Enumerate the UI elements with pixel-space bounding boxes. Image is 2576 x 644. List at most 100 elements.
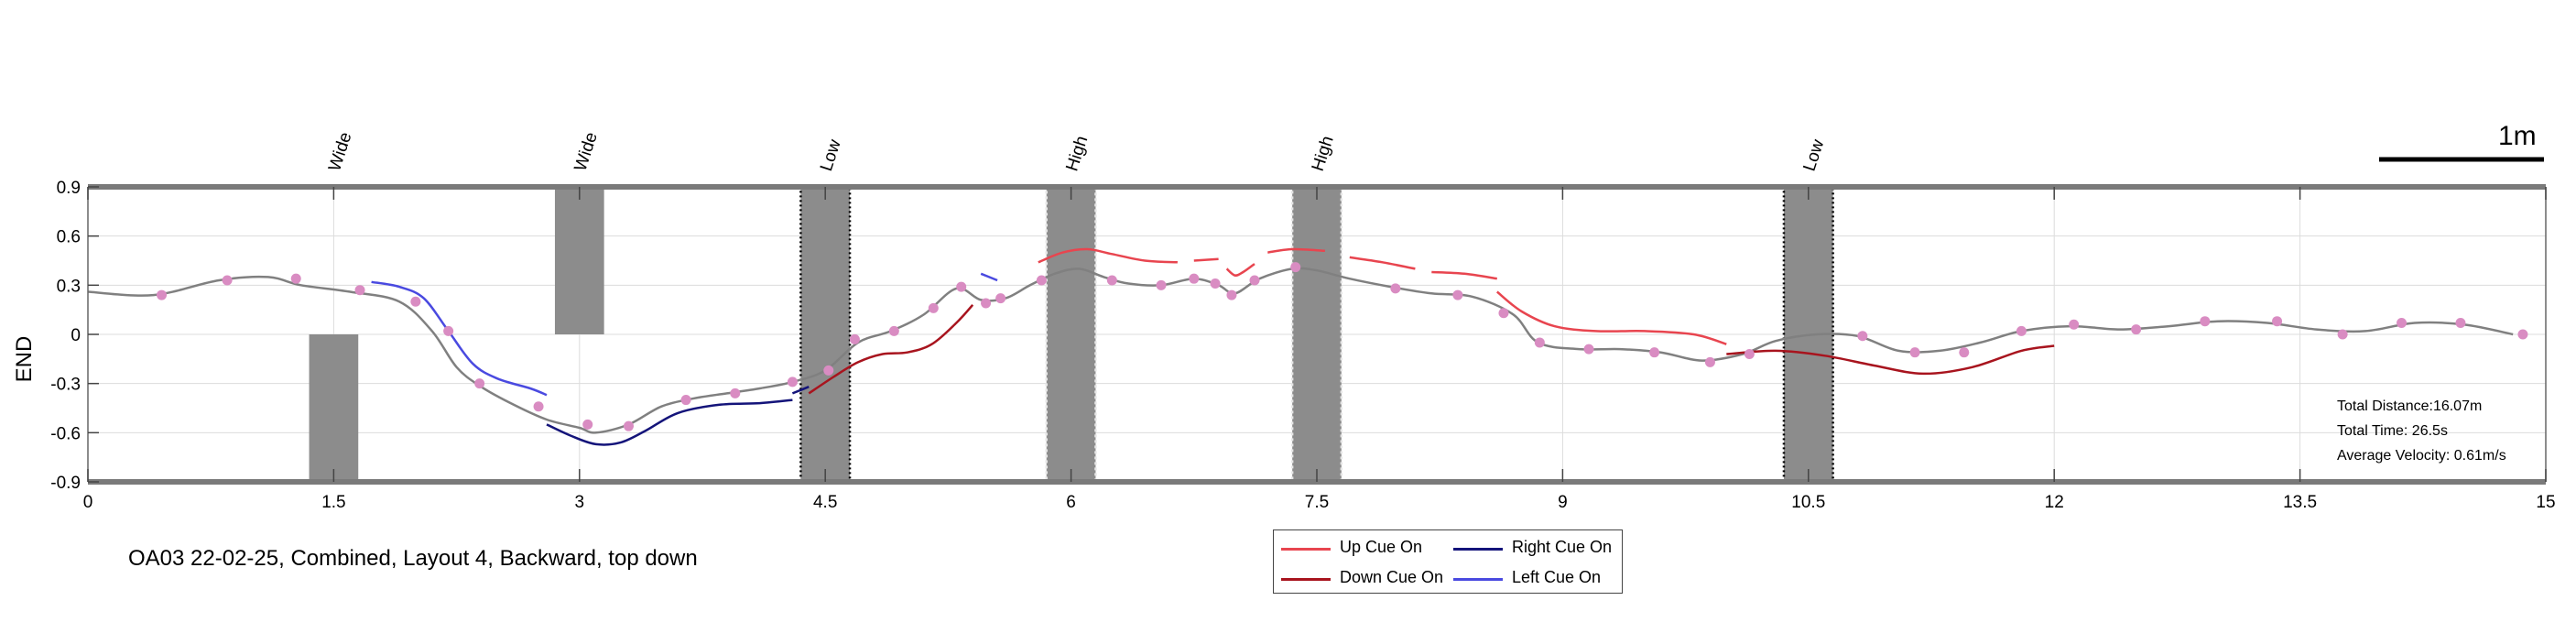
x-tick-label: 9 bbox=[1558, 493, 1568, 512]
marker-point bbox=[1210, 278, 1221, 289]
marker-point bbox=[849, 333, 860, 344]
marker-point bbox=[730, 387, 741, 398]
x-tick-label: 4.5 bbox=[813, 493, 837, 512]
legend-swatch-down bbox=[1281, 578, 1331, 581]
marker-point bbox=[410, 296, 421, 307]
series-line-down-cue-on-1 bbox=[808, 303, 974, 395]
marker-point bbox=[157, 289, 168, 300]
marker-point bbox=[533, 401, 544, 412]
marker-point bbox=[1249, 275, 1260, 286]
y-tick-label: 0.6 bbox=[57, 228, 81, 247]
y-tick-label: -0.3 bbox=[50, 376, 81, 395]
legend-label-right: Right Cue On bbox=[1512, 538, 1613, 556]
marker-point bbox=[787, 377, 798, 387]
figure-caption: OA03 22-02-25, Combined, Layout 4, Backw… bbox=[128, 546, 698, 571]
marker-point bbox=[222, 275, 233, 286]
y-tick-label: -0.6 bbox=[50, 424, 81, 443]
trajectory-markers bbox=[157, 262, 2528, 431]
obstacles bbox=[309, 185, 1834, 484]
y-tick-label: 0.3 bbox=[57, 277, 81, 296]
x-tick-labels: 0 1.5 3 4.5 6 7.5 9 10.5 12 13.5 15 bbox=[83, 493, 2556, 512]
legend: Up Cue On Right Cue On Down Cue On Left … bbox=[1273, 529, 1623, 594]
x-tick-label: 0 bbox=[83, 493, 93, 512]
legend-swatch-up bbox=[1281, 548, 1331, 551]
legend-swatch-left bbox=[1453, 578, 1503, 581]
marker-point bbox=[2069, 319, 2080, 330]
marker-point bbox=[680, 395, 691, 406]
series-line-left-cue-on-2 bbox=[980, 272, 998, 282]
marker-point bbox=[1649, 347, 1660, 358]
x-tick-label: 15 bbox=[2536, 493, 2555, 512]
marker-point bbox=[1857, 331, 1868, 342]
marker-point bbox=[2200, 316, 2211, 327]
y-axis-label: END bbox=[12, 336, 37, 383]
series-line-up-cue-on-7 bbox=[1496, 290, 1727, 345]
marker-point bbox=[2455, 317, 2466, 328]
marker-point bbox=[981, 298, 992, 309]
obstacle-5 bbox=[1290, 185, 1343, 484]
x-tick-label: 7.5 bbox=[1305, 493, 1329, 512]
marker-point bbox=[956, 281, 967, 292]
legend-label-down: Down Cue On bbox=[1340, 568, 1444, 586]
series-line-left-cue-on-1 bbox=[371, 280, 548, 397]
series-line-down-cue-on-2 bbox=[1726, 344, 2055, 376]
y-tick-label: 0 bbox=[71, 326, 81, 345]
marker-point bbox=[1959, 347, 1970, 358]
stats-panel: Total Distance:16.07m Total Time: 26.5s … bbox=[2337, 394, 2506, 468]
obstacle-labels: Wide Wide Low High High Low bbox=[325, 130, 1828, 174]
marker-point bbox=[474, 378, 485, 389]
obstacle-label-2: Wide bbox=[571, 130, 602, 174]
series-line-up-cue-on-3 bbox=[1225, 263, 1255, 277]
marker-point bbox=[582, 419, 593, 430]
x-tick-label: 6 bbox=[1066, 493, 1076, 512]
x-tick-label: 1.5 bbox=[321, 493, 345, 512]
legend-swatch-right bbox=[1453, 548, 1503, 551]
obstacle-label-4: High bbox=[1062, 134, 1092, 174]
x-tick-label: 12 bbox=[2045, 493, 2064, 512]
series-line-up-cue-on-1 bbox=[1038, 247, 1178, 264]
marker-point bbox=[1156, 279, 1167, 290]
marker-point bbox=[1290, 262, 1301, 273]
marker-point bbox=[1452, 289, 1463, 300]
y-tick-labels: 0.9 0.6 0.3 0 -0.3 -0.6 -0.9 bbox=[50, 179, 81, 493]
series-line-up-cue-on-4 bbox=[1267, 247, 1325, 254]
marker-point bbox=[928, 302, 939, 313]
legend-label-left: Left Cue On bbox=[1512, 568, 1602, 586]
scale-bar-label: 1m bbox=[2498, 121, 2537, 151]
marker-point bbox=[443, 325, 454, 336]
obstacle-2 bbox=[554, 187, 604, 334]
marker-point bbox=[1744, 348, 1755, 359]
marker-point bbox=[1583, 344, 1594, 355]
average-velocity: Average Velocity: 0.61m/s bbox=[2337, 448, 2506, 464]
marker-point bbox=[1390, 283, 1401, 294]
obstacle-4 bbox=[1045, 185, 1097, 484]
total-distance: Total Distance:16.07m bbox=[2337, 398, 2483, 414]
marker-point bbox=[2397, 317, 2408, 328]
x-tick-label: 3 bbox=[575, 493, 585, 512]
x-tick-label: 10.5 bbox=[1791, 493, 1825, 512]
plot-frame bbox=[87, 184, 2547, 485]
marker-point bbox=[290, 273, 301, 284]
marker-point bbox=[995, 293, 1006, 304]
series-line-right-cue-on-1 bbox=[546, 398, 793, 446]
legend-label-up: Up Cue On bbox=[1340, 538, 1423, 556]
marker-point bbox=[2337, 329, 2348, 340]
y-tick-label: 0.9 bbox=[57, 179, 81, 198]
marker-point bbox=[1036, 275, 1047, 286]
obstacle-label-3: Low bbox=[817, 137, 845, 174]
marker-point bbox=[623, 420, 634, 431]
series-line-up-cue-on-5 bbox=[1349, 256, 1416, 270]
series-line-right-cue-on-2 bbox=[791, 386, 810, 395]
marker-point bbox=[2272, 316, 2283, 327]
marker-point bbox=[888, 325, 899, 336]
series-line-up-cue-on-6 bbox=[1431, 270, 1497, 280]
obstacle-label-1: Wide bbox=[325, 130, 355, 174]
marker-point bbox=[2517, 329, 2528, 340]
marker-point bbox=[1534, 337, 1545, 348]
marker-point bbox=[2016, 325, 2027, 336]
marker-point bbox=[1106, 275, 1117, 286]
marker-point bbox=[354, 285, 365, 296]
marker-point bbox=[1704, 356, 1715, 367]
series-line-up-cue-on-2 bbox=[1193, 257, 1219, 262]
obstacle-3 bbox=[799, 185, 852, 484]
